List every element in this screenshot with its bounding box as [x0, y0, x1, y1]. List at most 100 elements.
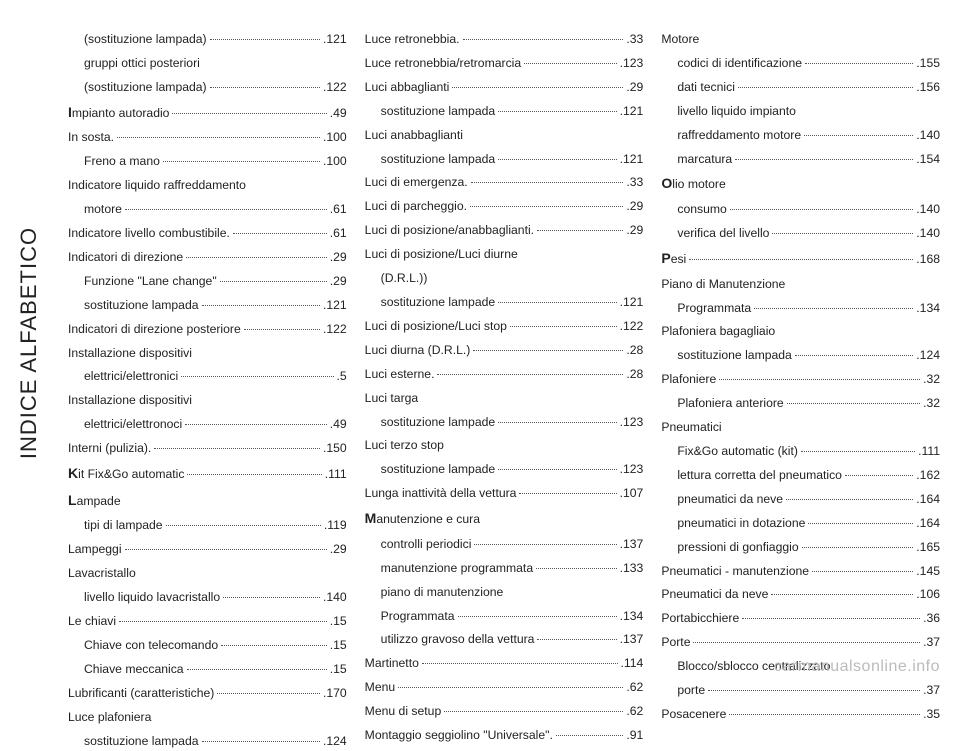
index-entry-page: .155 [916, 54, 940, 73]
index-entry-page: .119 [324, 516, 347, 535]
index-entry-label: Pneumatici da neve [661, 585, 768, 604]
index-entry-label: Luci diurna (D.R.L.) [365, 341, 471, 360]
index-entry-page: .123 [620, 54, 644, 73]
index-entry-label: Plafoniere [661, 370, 716, 389]
index-entry-label: Lavacristallo [68, 564, 136, 583]
index-entry-label: Luce retronebbia/retromarcia [365, 54, 522, 73]
index-entry: sostituzione lampada.124 [68, 732, 347, 751]
index-entry-page: .137 [620, 535, 644, 554]
index-column-2: Luce retronebbia..33Luce retronebbia/ret… [365, 30, 644, 666]
index-entry: Kit Fix&Go automatic .111 [68, 463, 347, 485]
index-entry-label: Funzione "Lane change" [84, 272, 217, 291]
index-entry: Menu.62 [365, 678, 644, 697]
index-entry-label: Motore [661, 30, 699, 49]
leader-dots [771, 594, 913, 595]
index-entry: Manutenzione e cura [365, 508, 644, 530]
index-entry-page: .29 [626, 78, 643, 97]
index-entry: Pneumatici [661, 418, 940, 437]
index-entry-page: .140 [916, 200, 940, 219]
index-entry: Interni (pulizia)..150 [68, 439, 347, 458]
leader-dots [202, 741, 320, 742]
index-entry: gruppi ottici posteriori [68, 54, 347, 73]
index-entry-label: Plafoniera anteriore [677, 394, 783, 413]
index-entry: Posacenere.35 [661, 705, 940, 724]
leader-dots [217, 693, 320, 694]
leader-dots [498, 159, 616, 160]
index-entry-label: manutenzione programmata [381, 559, 533, 578]
leader-dots [119, 621, 327, 622]
index-entry: Montaggio seggiolino "Universale"..91 [365, 726, 644, 745]
index-entry-label: porte [677, 681, 705, 700]
index-entry: sostituzione lampade.123 [365, 460, 644, 479]
index-entry-page: .29 [330, 540, 347, 559]
index-entry-label: Luci di parcheggio. [365, 197, 467, 216]
index-entry: Le chiavi.15 [68, 612, 347, 631]
index-entry: manutenzione programmata.133 [365, 559, 644, 578]
leader-dots [801, 451, 915, 452]
index-entry: Installazione dispositivi [68, 344, 347, 363]
index-entry-page: .165 [916, 538, 940, 557]
leader-dots [398, 687, 623, 688]
leader-dots [233, 233, 327, 234]
index-entry-page: .122 [620, 317, 644, 336]
leader-dots [163, 161, 320, 162]
leader-dots [537, 639, 616, 640]
index-entry-label: Luci esterne. [365, 365, 435, 384]
index-entry-label: elettrici/elettronici [84, 367, 178, 386]
leader-dots [729, 714, 920, 715]
leader-dots [519, 493, 616, 494]
index-entry-page: .32 [923, 370, 940, 389]
index-entry: pressioni di gonfiaggio.165 [661, 538, 940, 557]
index-entry-page: .122 [323, 320, 347, 339]
leader-dots [498, 422, 616, 423]
leader-dots [708, 690, 920, 691]
index-entry-page: .156 [916, 78, 940, 97]
leader-dots [738, 87, 913, 88]
index-entry-label: Freno a mano [84, 152, 160, 171]
index-entry-label: Chiave con telecomando [84, 636, 218, 655]
leader-dots [742, 618, 920, 619]
index-entry: Olio motore [661, 173, 940, 195]
index-entry-label: Piano di Manutenzione [661, 275, 785, 294]
index-entry-page: .137 [620, 630, 644, 649]
index-entry-page: .122 [323, 78, 347, 97]
index-entry: Lampeggi.29 [68, 540, 347, 559]
index-entry-label: In sosta. [68, 128, 114, 147]
index-entry: Indicatori di direzione.29 [68, 248, 347, 267]
index-entry: Indicatore liquido raffreddamento [68, 176, 347, 195]
index-entry-label: Kit Fix&Go automatic [68, 463, 184, 485]
index-entry: Martinetto.114 [365, 654, 644, 673]
index-entry-label: Portabicchiere [661, 609, 739, 628]
index-entry-label: Interni (pulizia). [68, 439, 151, 458]
index-entry-page: .164 [916, 514, 940, 533]
index-entry: Luci di posizione/Luci stop.122 [365, 317, 644, 336]
index-entry-page: .62 [626, 678, 643, 697]
index-entry-label: Installazione dispositivi [68, 344, 192, 363]
index-entry-page: .37 [923, 633, 940, 652]
leader-dots [220, 281, 327, 282]
index-entry-label: Manutenzione e cura [365, 508, 480, 530]
index-content: (sostituzione lampada).121gruppi ottici … [58, 0, 960, 686]
index-entry-label: Programmata [677, 299, 751, 318]
index-entry: piano di manutenzione [365, 583, 644, 602]
index-entry-label: Pneumatici - manutenzione [661, 562, 809, 581]
index-entry: Plafoniera anteriore.32 [661, 394, 940, 413]
index-entry: marcatura.154 [661, 150, 940, 169]
index-entry: elettrici/elettronoci.49 [68, 415, 347, 434]
index-entry: Lavacristallo [68, 564, 347, 583]
index-entry-label: Lubrificanti (caratteristiche) [68, 684, 214, 703]
index-entry: Impianto autoradio.49 [68, 102, 347, 124]
index-entry-page: .49 [330, 104, 347, 123]
index-entry: Luci esterne..28 [365, 365, 644, 384]
leader-dots [808, 523, 913, 524]
index-entry-page: .164 [916, 490, 940, 509]
leader-dots [556, 735, 624, 736]
watermark-text: carmanualsonline.info [774, 658, 940, 676]
leader-dots [786, 499, 913, 500]
index-entry-label: Pesi [661, 248, 686, 270]
index-entry-page: .111 [325, 465, 347, 484]
index-entry: Piano di Manutenzione [661, 275, 940, 294]
index-entry-page: .124 [323, 732, 347, 751]
index-entry-label: Le chiavi [68, 612, 116, 631]
index-entry-label: Olio motore [661, 173, 725, 195]
